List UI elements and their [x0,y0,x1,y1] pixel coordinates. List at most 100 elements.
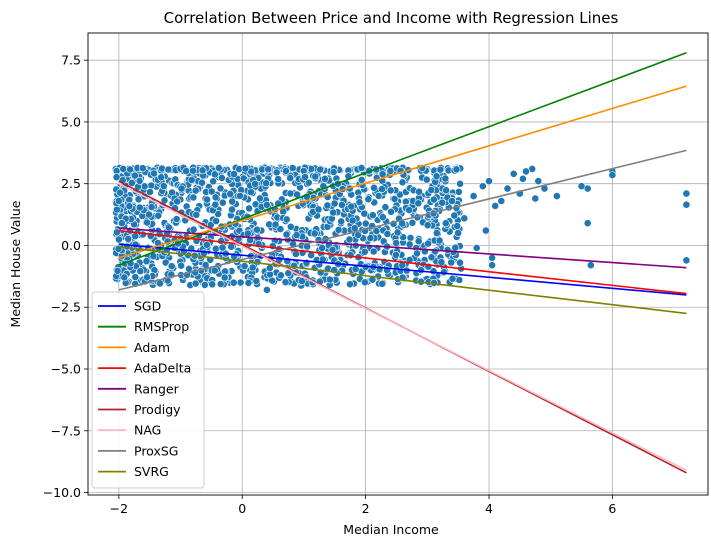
scatter-point-1394 [274,175,282,183]
y-tick-label-2: −5.0 [51,362,81,377]
scatter-point-1348 [119,164,128,173]
scatter-point-1305 [272,168,281,177]
scatter-point-1518 [488,253,496,262]
scatter-point-1484 [310,229,319,238]
scatter-point-1002 [337,217,346,226]
x-tick-label-1: 0 [238,501,246,516]
scatter-point-1500 [682,189,691,198]
scatter-point-1506 [583,219,592,228]
scatter-point-1214 [368,211,377,220]
scatter-point-1405 [372,227,381,235]
scatter-point-1377 [207,187,216,196]
x-tick-label-4: 6 [608,501,616,516]
x-tick-label-0: −2 [110,501,128,516]
x-axis-label: Median Income [343,522,439,537]
scatter-point-1114 [414,237,423,246]
scatter-point-1368 [216,280,225,288]
scatter-point-567 [147,181,156,190]
legend-label-nag: NAG [134,423,161,438]
scatter-point-1184 [198,178,206,187]
scatter-point-1302 [455,276,464,284]
scatter-point-862 [454,187,463,196]
scatter-point-983 [422,175,431,184]
scatter-point-1400 [337,200,346,209]
scatter-point-858 [226,189,235,198]
y-tick-label-7: 7.5 [61,53,81,68]
scatter-point-1494 [116,188,124,197]
scatter-point-737 [187,176,196,184]
scatter-point-1530 [485,177,493,186]
line-nag [118,182,687,472]
scatter-point-1489 [135,176,144,185]
scatter-point-1342 [211,200,220,209]
scatter-point-1094 [113,228,121,237]
scatter-point-1460 [453,222,462,230]
scatter-point-771 [405,240,414,249]
x-axis-ticks: −2 0 2 4 6 [110,495,616,516]
scatter-point-1075 [413,249,421,258]
scatter-point-923 [161,258,170,267]
scatter-point-1438 [189,166,197,175]
scatter-point-1188 [390,194,399,203]
scatter-point-1006 [351,265,360,273]
scatter-point-1409 [320,174,329,183]
scatter-point-1079 [276,271,285,280]
scatter-point-1257 [243,229,252,238]
scatter-point-1523 [478,182,487,191]
scatter-point-1433 [383,229,392,238]
scatter-point-1147 [405,206,413,214]
scatter-point-1039 [210,266,219,275]
scatter-point-1512 [522,167,530,176]
plot-frame [87,32,709,496]
y-axis-label: Median House Value [8,200,23,327]
scatter-point-1255 [386,186,395,195]
scatter-point-1350 [130,171,139,180]
legend: SGD RMSProp Adam AdaDelta Ranger Prodigy NAG Pr… [91,291,205,489]
scatter-point-1049 [228,197,237,206]
scatter-point-1323 [329,208,338,217]
scatter-point-1291 [228,205,236,214]
scatter-point-1343 [264,165,273,174]
scatter-point-1485 [286,174,295,182]
scatter-point-370 [211,244,220,253]
scatter-point-592 [406,233,415,242]
scatter-point-1231 [131,232,140,241]
legend-label-ranger: Ranger [134,381,180,396]
scatter-point-1383 [262,179,270,188]
x-tick-label-2: 2 [362,501,370,516]
scatter-point-1525 [454,229,462,237]
scatter-point-1366 [154,211,163,220]
scatter-point-1474 [346,251,355,260]
scatter-point-1284 [115,235,123,244]
legend-label-sgd: SGD [134,299,161,314]
scatter-point-1247 [398,178,407,187]
scatter-point-1430 [120,273,129,282]
scatter-point-1213 [262,200,271,209]
scatter-point-1295 [329,167,338,176]
scatter-point-1419 [164,223,173,232]
scatter-point-1538 [114,197,123,205]
scatter-point-1171 [159,182,168,190]
scatter-point-1519 [488,261,496,270]
y-tick-label-3: −2.5 [51,300,81,315]
scatter-point-1319 [378,279,387,288]
scatter-point-1454 [252,277,261,285]
scatter-point-1027 [451,243,460,252]
legend-label-svrg: SVRG [134,464,169,479]
y-tick-label-6: 5.0 [61,114,81,129]
scatter-point-1407 [265,264,274,272]
scatter-point-1425 [173,197,182,206]
scatter-point-1516 [497,197,506,205]
scatter-point-1187 [442,186,450,195]
scatter-point-1450 [164,165,173,174]
legend-label-adam: Adam [134,340,170,355]
scatter-point-1524 [460,214,469,223]
scatter-point-1175 [441,174,450,183]
scatter-point-1498 [244,278,253,287]
scatter-point-1514 [509,169,518,178]
y-tick-label-0: −10.0 [43,485,81,500]
scatter-point-293 [360,209,369,218]
scatter-point-1202 [282,215,291,224]
scatter-point-56 [245,204,253,213]
scatter-point-1211 [440,268,448,277]
